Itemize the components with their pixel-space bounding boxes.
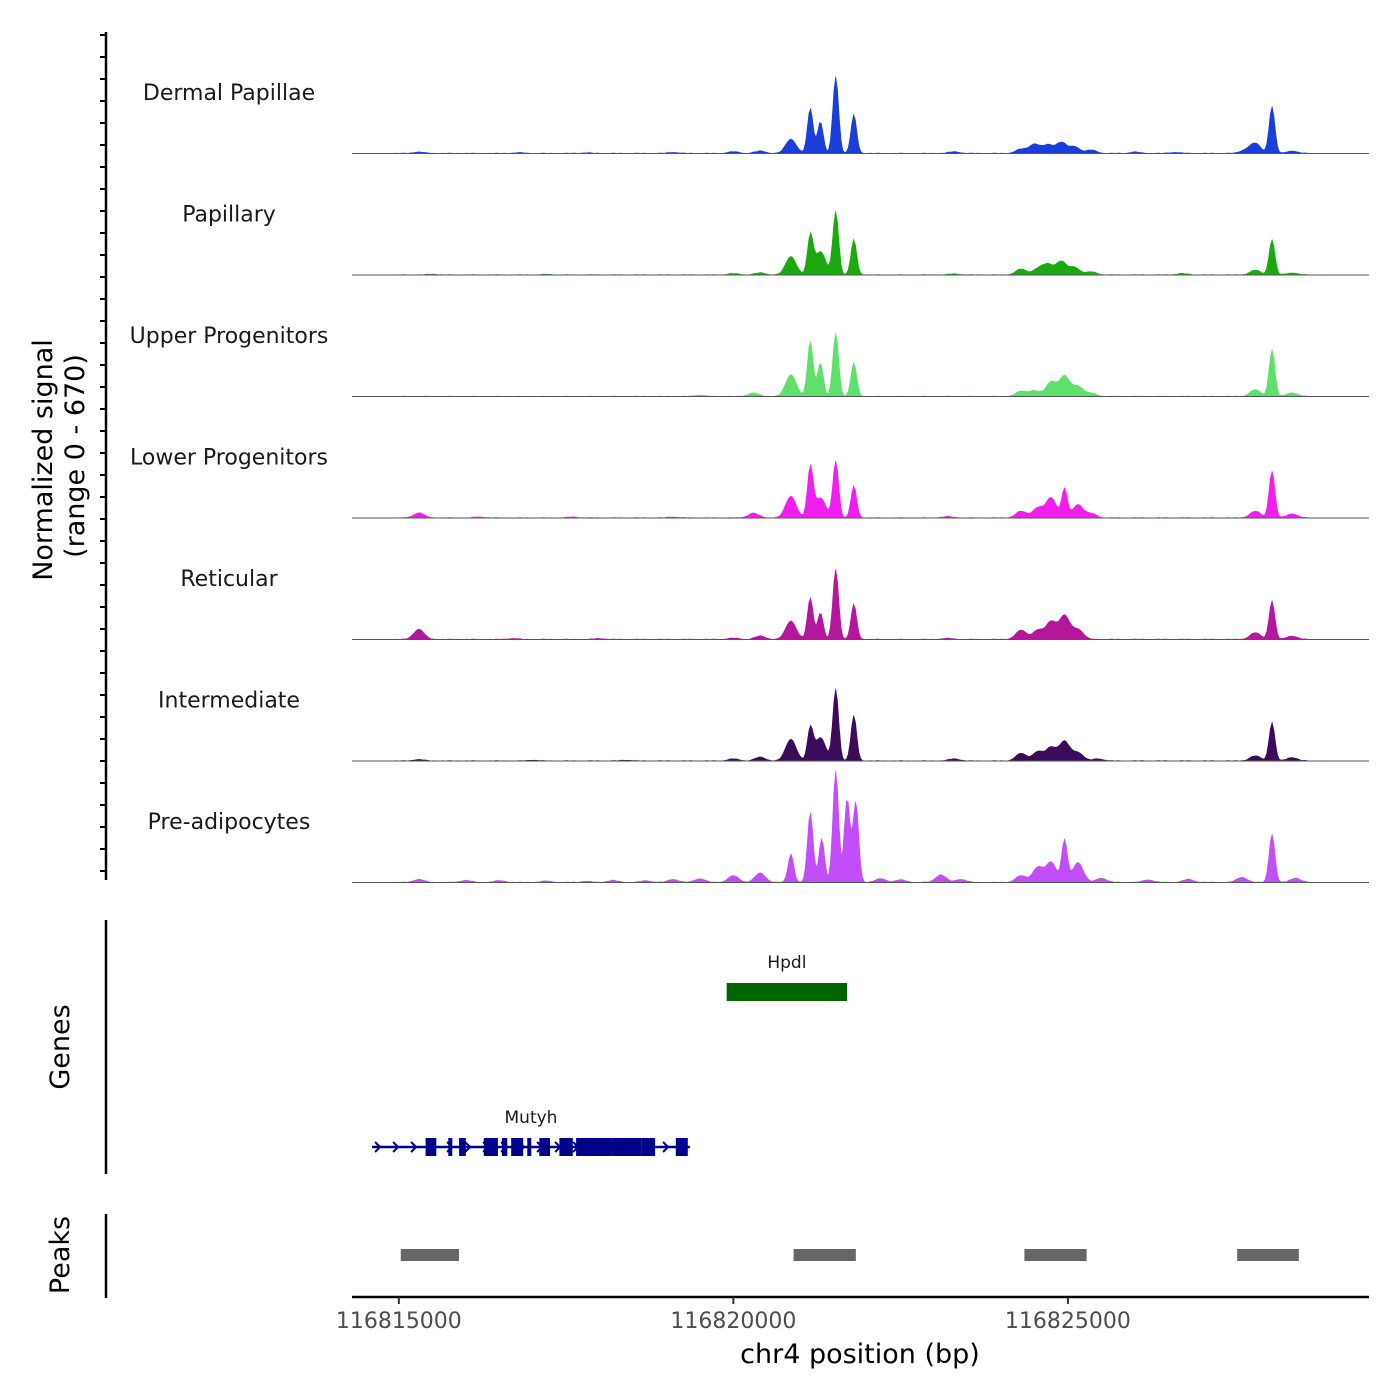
strand-arrow	[374, 1141, 382, 1153]
gene-exon	[459, 1138, 466, 1156]
y-axis-title-line1: Normalized signal	[28, 339, 59, 581]
strand-arrow	[392, 1141, 400, 1153]
peak-region	[1024, 1249, 1087, 1261]
signal-area	[392, 460, 1323, 519]
peak-regions-track	[400, 1249, 1299, 1261]
gene-annotation-track: Hpdl Mutyh	[372, 953, 848, 1156]
track-dermal-papillae: Dermal Papillae	[143, 76, 1369, 154]
gene-exon	[448, 1138, 453, 1156]
gene-exon	[527, 1138, 532, 1156]
gene-exon	[501, 1138, 508, 1156]
signal-area	[392, 211, 1323, 276]
track-papillary: Papillary	[182, 203, 1369, 276]
track-label: Dermal Papillae	[143, 81, 315, 106]
x-axis-ticks: 116815000 116820000 116825000	[336, 1297, 1131, 1334]
gene-exon	[559, 1138, 573, 1156]
signal-area	[392, 688, 1323, 762]
x-tick-label: 116815000	[336, 1309, 462, 1334]
track-lower-progenitors: Lower Progenitors	[130, 446, 1369, 519]
y-axis-title-line2: (range 0 - 670)	[60, 354, 91, 558]
strand-arrow	[662, 1141, 670, 1153]
peaks-axis-title: Peaks	[45, 1216, 76, 1294]
signal-area	[392, 332, 1323, 397]
track-label: Pre-adipocytes	[148, 810, 311, 835]
gene-label: Mutyh	[505, 1108, 558, 1128]
track-label: Papillary	[182, 203, 276, 228]
gene-exon	[726, 983, 848, 1001]
signal-y-axis-ticks	[100, 34, 106, 872]
gene-exon	[675, 1138, 688, 1156]
gene-exon	[511, 1138, 524, 1156]
left-axes	[100, 32, 108, 1298]
track-intermediate: Intermediate	[158, 689, 1369, 762]
peak-region	[400, 1249, 459, 1261]
gene-label: Hpdl	[767, 953, 806, 973]
gene-exon	[483, 1138, 498, 1156]
track-label: Intermediate	[158, 689, 300, 714]
gene-exon	[425, 1138, 437, 1156]
x-axis-title: chr4 position (bp)	[740, 1339, 980, 1370]
signal-area	[392, 76, 1323, 154]
x-tick-label: 116820000	[670, 1309, 796, 1334]
gene-exon	[576, 1138, 592, 1156]
track-label: Upper Progenitors	[130, 324, 329, 349]
gene-exon	[591, 1138, 612, 1156]
peak-region	[1237, 1249, 1299, 1261]
strand-arrow	[464, 1141, 472, 1153]
peak-region	[793, 1249, 856, 1261]
track-upper-progenitors: Upper Progenitors	[130, 324, 1369, 397]
signal-area	[392, 770, 1323, 883]
x-axis: 116815000 116820000 116825000	[336, 1295, 1369, 1334]
track-label: Reticular	[180, 567, 278, 592]
gene-exon	[625, 1138, 642, 1156]
gene-exon	[641, 1138, 656, 1156]
strand-arrow	[410, 1141, 418, 1153]
signal-area	[392, 569, 1323, 640]
gene-mutyh: Mutyh	[372, 1108, 690, 1156]
gene-exon	[539, 1138, 550, 1156]
gene-hpdl: Hpdl	[726, 953, 848, 1001]
track-reticular: Reticular	[180, 567, 1369, 640]
gene-exon	[611, 1138, 625, 1156]
coverage-tracks: Dermal Papillae Papillary Upper Progenitor…	[130, 76, 1369, 883]
x-tick-label: 116825000	[1005, 1309, 1131, 1334]
genes-axis-title: Genes	[45, 1004, 76, 1089]
track-pre-adipocytes: Pre-adipocytes	[148, 770, 1369, 883]
track-label: Lower Progenitors	[130, 446, 328, 471]
